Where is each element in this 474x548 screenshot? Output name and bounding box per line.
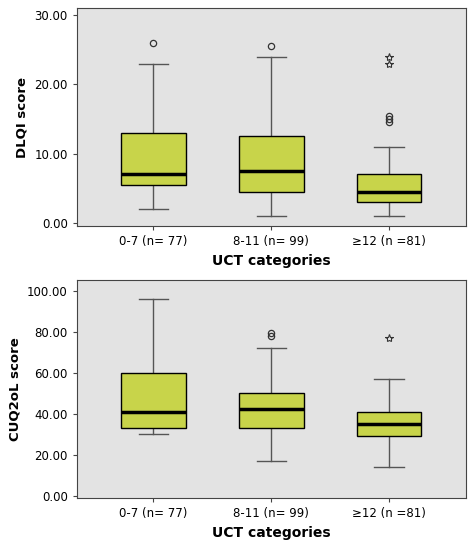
Y-axis label: CUQ2oL score: CUQ2oL score [9,337,21,441]
Bar [239,136,303,192]
Y-axis label: DLQI score: DLQI score [16,77,29,158]
Bar [356,412,421,436]
X-axis label: UCT categories: UCT categories [212,254,330,268]
Bar [356,174,421,202]
Bar [121,373,186,428]
Bar [121,133,186,185]
Bar [239,393,303,428]
X-axis label: UCT categories: UCT categories [212,526,330,540]
